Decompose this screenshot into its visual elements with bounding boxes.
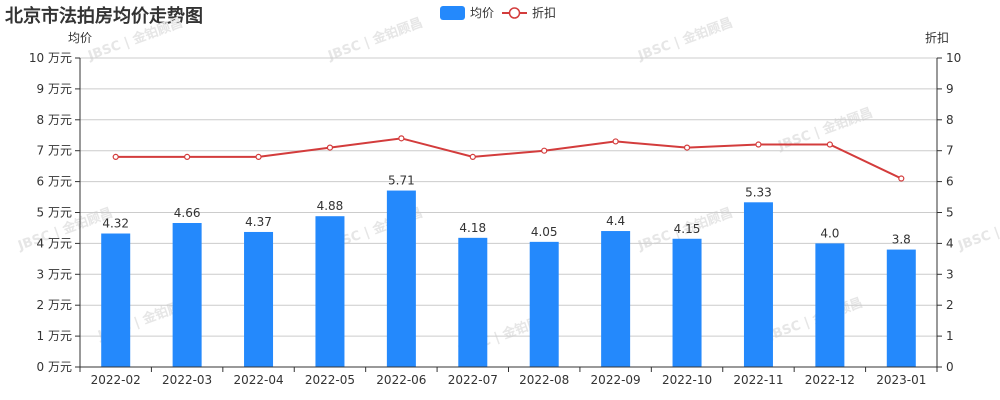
x-tick-label: 2022-09 [591,373,641,387]
y-left-tick-label: 2 万元 [37,298,72,312]
legend-label: 折扣 [532,6,557,20]
bar[interactable] [172,223,202,367]
line-point[interactable] [683,144,691,151]
y-right-tick-label: 2 [946,298,954,312]
y-left-tick-label: 0 万元 [37,360,72,374]
line-point[interactable] [826,141,833,148]
watermark-text: JBSC | 金铂顾昌 [775,105,875,154]
watermark-text: JBSC | 金铂顾昌 [85,15,185,64]
y-right-tick-label: 5 [946,206,954,220]
line-point[interactable] [541,147,548,154]
x-tick-label: 2022-05 [305,373,355,387]
bar-value-labels: 4.32 4.66 4.37 4.88 5.71 4.18 4.05 4.4 4.15 5.33 4… [102,174,910,247]
bar[interactable] [743,202,773,367]
chart-title: 北京市法拍房均价走势图 [5,6,203,27]
bar[interactable] [101,233,131,367]
y-left-tick-label: 9 万元 [37,82,72,96]
chart-legend: 均价 折扣 [440,4,564,21]
y-left-tick-label: 4 万元 [37,236,72,250]
line-point[interactable] [898,175,905,182]
bar-value-label: 5.33 [745,185,772,199]
bar-value-label: 5.71 [388,174,415,188]
line-circle-swatch-icon [502,6,528,19]
watermark-text: JBSC | 金铂顾昌 [325,15,425,64]
line-point[interactable] [612,138,619,145]
line-series [112,135,905,182]
bar-series [101,190,916,367]
bar-value-label: 4.15 [674,222,701,236]
bar[interactable] [886,249,916,367]
line-point[interactable] [469,153,476,160]
y-right-tick-label: 4 [946,236,954,250]
bar[interactable] [386,190,416,367]
bar[interactable] [244,231,274,367]
y-right-axis-title: 折扣 [925,30,949,45]
y-left-axis-title: 均价 [68,31,92,45]
line-point[interactable] [326,144,334,151]
bar[interactable] [315,216,345,367]
y-right-tick-label: 8 [946,113,954,127]
legend-item-avg-price[interactable]: 均价 [440,4,494,21]
y-right-tick-label: 1 [946,329,954,343]
axes: 0 万元 1 万元 2 万元 3 万元 4 万元 5 万元 6 万元 7 万元 8 万元 9 万元… [29,30,961,387]
bar-value-label: 4.0 [820,226,839,240]
bar-swatch-icon [440,5,465,20]
y-left-tick-label: 10 万元 [29,51,72,65]
x-tick-label: 2022-03 [162,373,212,387]
y-right-tick-label: 7 [946,144,954,158]
line-point[interactable] [255,153,262,160]
bar[interactable] [601,231,631,367]
watermark-text: JBSC | 金铂顾昌 [635,15,735,64]
y-right-tick-label: 6 [946,175,954,189]
y-right-tick-label: 0 [946,360,954,374]
y-right-tick-label: 10 [946,51,961,65]
bar[interactable] [815,243,845,367]
line-point[interactable] [755,141,762,148]
y-left-tick-label: 5 万元 [37,206,72,220]
line-point[interactable] [184,153,191,160]
bar-value-label: 3.8 [892,233,911,247]
x-tick-label: 2022-02 [91,373,141,387]
y-left-tick-label: 1 万元 [37,329,72,343]
x-tick-label: 2022-10 [662,373,712,387]
x-tick-label: 2022-06 [376,373,426,387]
bar-value-label: 4.37 [245,215,272,229]
bar[interactable] [458,237,488,367]
y-right-tick-label: 3 [946,267,954,281]
bar-value-label: 4.18 [459,221,486,235]
bar[interactable] [672,238,702,367]
line-point[interactable] [398,135,405,142]
watermark-text: JBSC | 金铂顾昌 [765,295,865,344]
y-left-tick-label: 7 万元 [37,144,72,158]
bar-value-label: 4.88 [317,199,344,213]
x-tick-label: 2022-08 [519,373,569,387]
x-tick-label: 2023-01 [876,373,926,387]
bar-value-label: 4.4 [606,214,625,228]
bar[interactable] [529,241,559,367]
y-right-tick-label: 9 [946,82,954,96]
x-tick-label: 2022-04 [233,373,283,387]
x-tick-label: 2022-07 [448,373,498,387]
line-point[interactable] [112,153,119,160]
y-left-tick-label: 8 万元 [37,113,72,127]
bar-value-label: 4.32 [102,217,129,231]
x-tick-label: 2022-11 [733,373,783,387]
bar-value-label: 4.05 [531,225,558,239]
bar-value-label: 4.66 [174,206,201,220]
grid-lines [80,57,937,337]
legend-label: 均价 [470,6,495,20]
y-left-tick-label: 6 万元 [37,175,72,189]
y-left-tick-label: 3 万元 [37,267,72,281]
watermark-text: JBSC | 金铂顾昌 [955,205,1000,254]
watermark-layer: JBSC | 金铂顾昌 JBSC | 金铂顾昌 JBSC | 金铂顾昌 JBSC | … [15,15,1000,359]
x-tick-label: 2022-12 [805,373,855,387]
legend-item-discount[interactable]: 折扣 [502,4,556,21]
